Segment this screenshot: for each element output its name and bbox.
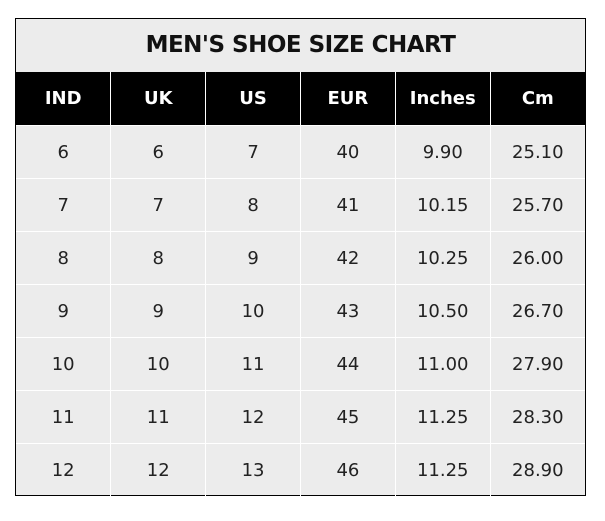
cell-cm: 26.00 [489,231,585,285]
column-header-us: US [205,72,301,126]
cell-inches: 9.90 [394,125,491,179]
cell-inches: 10.25 [394,231,491,285]
cell-cm: 26.70 [489,284,585,338]
cell-eur: 43 [299,284,396,338]
cell-eur: 44 [299,337,396,391]
cell-us: 7 [205,125,301,179]
table-row: 9 9 10 43 10.50 26.70 [16,284,585,338]
cell-us: 10 [205,284,301,338]
column-header-ind: IND [16,72,111,126]
cell-uk: 7 [110,178,206,232]
cell-inches: 11.25 [394,390,491,444]
cell-ind: 10 [16,337,111,391]
table-row: 10 10 11 44 11.00 27.90 [16,337,585,391]
cell-us: 12 [205,390,301,444]
column-header-uk: UK [110,72,206,126]
table-row: 11 11 12 45 11.25 28.30 [16,390,585,444]
cell-us: 9 [205,231,301,285]
size-chart-table: MEN'S SHOE SIZE CHART IND UK US EUR Inches Cm… [15,18,586,496]
cell-ind: 8 [16,231,111,285]
cell-uk: 11 [110,390,206,444]
cell-ind: 11 [16,390,111,444]
cell-ind: 6 [16,125,111,179]
cell-inches: 11.00 [394,337,491,391]
table-row: 6 6 7 40 9.90 25.10 [16,125,585,179]
cell-us: 8 [205,178,301,232]
cell-cm: 25.70 [489,178,585,232]
cell-uk: 6 [110,125,206,179]
cell-eur: 45 [299,390,396,444]
table-row: 8 8 9 42 10.25 26.00 [16,231,585,285]
cell-uk: 12 [110,443,206,496]
column-header-cm: Cm [489,72,585,126]
table-row: 12 12 13 46 11.25 28.90 [16,443,585,496]
cell-cm: 25.10 [489,125,585,179]
cell-uk: 9 [110,284,206,338]
cell-inches: 10.50 [394,284,491,338]
cell-eur: 40 [299,125,396,179]
cell-cm: 28.90 [489,443,585,496]
cell-ind: 12 [16,443,111,496]
size-table: IND UK US EUR Inches Cm 6 6 7 40 9.90 25.10 7 7 8 41 10… [16,72,585,496]
column-header-inches: Inches [394,72,491,126]
cell-uk: 10 [110,337,206,391]
cell-cm: 27.90 [489,337,585,391]
cell-cm: 28.30 [489,390,585,444]
cell-inches: 10.15 [394,178,491,232]
column-header-eur: EUR [299,72,396,126]
cell-eur: 42 [299,231,396,285]
cell-us: 13 [205,443,301,496]
cell-ind: 9 [16,284,111,338]
cell-inches: 11.25 [394,443,491,496]
header-row: IND UK US EUR Inches Cm [16,72,585,126]
cell-eur: 46 [299,443,396,496]
cell-uk: 8 [110,231,206,285]
cell-eur: 41 [299,178,396,232]
table-row: 7 7 8 41 10.15 25.70 [16,178,585,232]
chart-title: MEN'S SHOE SIZE CHART [145,32,456,58]
cell-ind: 7 [16,178,111,232]
cell-us: 11 [205,337,301,391]
